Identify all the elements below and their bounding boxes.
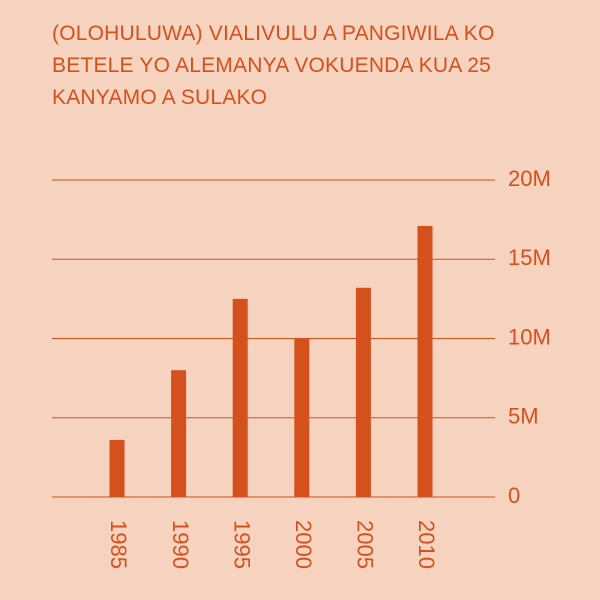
bar (109, 439, 125, 497)
x-tick-label: 2005 (353, 520, 378, 569)
bar (294, 338, 310, 497)
x-tick-label: 1985 (106, 520, 131, 569)
y-tick-label: 5M (508, 404, 539, 429)
y-tick-label: 10M (508, 324, 551, 349)
x-tick-label: 1990 (168, 520, 193, 569)
y-tick-label: 0 (508, 483, 520, 508)
y-tick-label: 15M (508, 245, 551, 270)
x-tick-label: 2000 (291, 520, 316, 569)
x-tick-label: 2010 (414, 520, 439, 569)
bar (417, 225, 433, 497)
bar (171, 370, 187, 497)
bar (355, 287, 371, 497)
bar (232, 298, 248, 497)
chart-title: (OLOHULUWA) VIALIVULU A PANGIWILA KO BET… (52, 22, 495, 109)
x-tick-label: 1995 (229, 520, 254, 569)
y-tick-label: 20M (508, 166, 551, 191)
